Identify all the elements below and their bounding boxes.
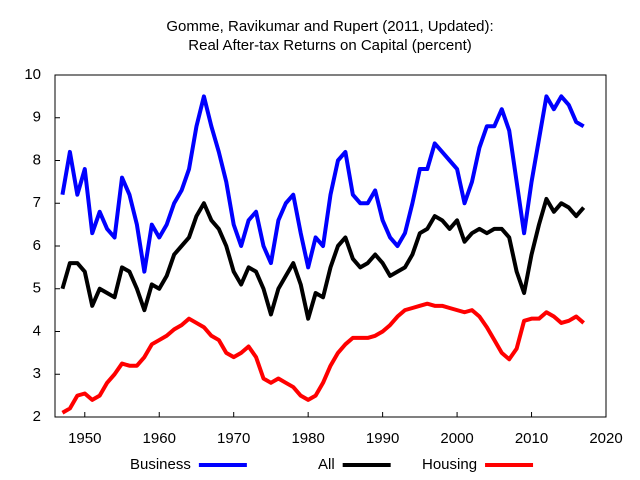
legend-label: All: [318, 456, 335, 473]
y-tick-label: 8: [33, 151, 41, 168]
x-tick-label: 1960: [143, 430, 176, 447]
chart-title: Real After-tax Returns on Capital (perce…: [188, 37, 471, 54]
x-tick-label: 2020: [589, 430, 622, 447]
x-tick-label: 1970: [217, 430, 250, 447]
y-tick-label: 6: [33, 237, 41, 254]
y-tick-label: 9: [33, 109, 41, 126]
y-tick-label: 10: [24, 66, 41, 83]
x-tick-label: 2000: [440, 430, 473, 447]
series-line: [60, 196, 586, 321]
y-tick-label: 7: [33, 194, 41, 211]
legend-label: Business: [130, 456, 191, 473]
y-tick-label: 5: [33, 280, 41, 297]
legend-label: Housing: [422, 456, 477, 473]
y-tick-label: 4: [33, 322, 41, 339]
y-tick-label: 3: [33, 365, 41, 382]
x-tick-label: 1990: [366, 430, 399, 447]
chart-title: Gomme, Ravikumar and Rupert (2011, Updat…: [166, 18, 493, 35]
series-line: [60, 94, 585, 274]
x-tick-label: 1950: [68, 430, 101, 447]
x-tick-label: 1980: [291, 430, 324, 447]
y-tick-label: 2: [33, 408, 41, 425]
series-line: [61, 301, 585, 415]
x-tick-label: 2010: [515, 430, 548, 447]
